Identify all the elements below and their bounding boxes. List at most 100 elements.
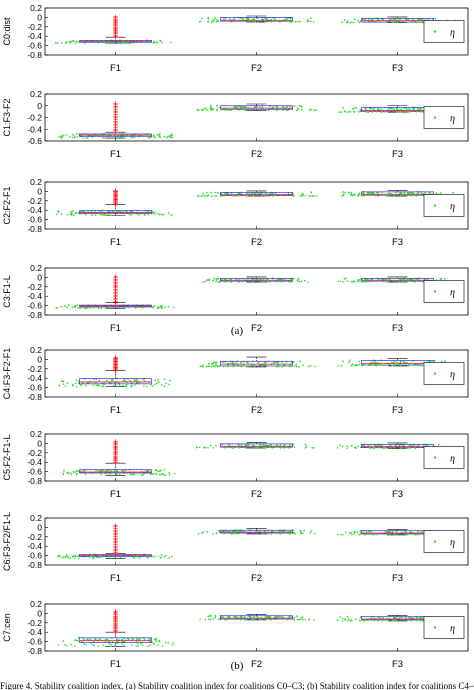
data-point	[63, 469, 65, 472]
data-point	[254, 20, 256, 23]
data-point	[147, 213, 149, 216]
data-point	[147, 645, 149, 647]
data-point	[69, 136, 71, 138]
data-point	[164, 382, 167, 385]
outlier-marker: +	[113, 545, 119, 553]
data-point	[240, 443, 243, 446]
data-point	[207, 447, 209, 449]
data-point	[340, 533, 342, 536]
data-point	[286, 109, 289, 111]
outlier-marker: +	[113, 365, 119, 373]
data-point	[359, 533, 362, 535]
data-point	[280, 278, 283, 281]
data-point	[392, 447, 395, 449]
data-point	[342, 281, 345, 283]
data-point	[314, 365, 317, 368]
data-point	[214, 191, 217, 194]
outlier-marker: +	[113, 193, 119, 201]
data-point	[396, 280, 399, 283]
data-point	[108, 210, 111, 213]
y-tick-label: -0.6	[27, 383, 42, 393]
data-point	[113, 556, 115, 558]
data-point	[400, 447, 403, 450]
data-point	[67, 556, 70, 559]
figure-caption: Figure 4. Stability coalition index. (a)…	[0, 681, 474, 690]
data-point	[196, 195, 199, 197]
data-point	[229, 18, 232, 21]
data-point	[253, 192, 256, 195]
y-tick-label: 0.2	[30, 177, 42, 187]
outlier-marker: +	[113, 449, 119, 457]
outlier-marker: +	[113, 195, 119, 203]
data-point	[374, 444, 377, 447]
y-tick-label: -0.4	[27, 205, 42, 215]
data-point	[401, 110, 403, 113]
outlier-marker: +	[113, 191, 119, 199]
outlier-marker: +	[113, 274, 119, 282]
data-point	[140, 643, 142, 645]
data-point	[230, 21, 233, 23]
data-point	[215, 364, 218, 367]
data-point	[62, 383, 65, 386]
data-point	[60, 305, 63, 308]
data-point	[218, 365, 221, 367]
data-point	[153, 642, 155, 645]
legend-marker	[433, 204, 437, 207]
data-point	[99, 212, 102, 215]
data-point	[390, 361, 393, 364]
data-point	[228, 20, 231, 23]
legend-marker	[433, 372, 437, 375]
outlier-marker: +	[113, 608, 119, 616]
data-point	[276, 280, 279, 283]
data-point	[132, 638, 134, 640]
data-point	[155, 640, 158, 642]
data-point	[58, 554, 60, 557]
data-point	[96, 41, 98, 44]
outlier-marker: +	[113, 280, 119, 288]
data-point	[215, 21, 218, 23]
outlier-marker: +	[113, 525, 119, 533]
data-point	[87, 137, 89, 139]
data-point	[406, 619, 409, 622]
y-tick-label: 0	[37, 608, 42, 618]
legend-marker	[433, 456, 437, 459]
data-point	[214, 614, 217, 617]
data-point	[135, 645, 137, 647]
data-point	[151, 555, 153, 558]
data-point	[297, 277, 300, 280]
data-point	[402, 194, 405, 196]
data-point	[310, 108, 313, 111]
data-point	[398, 280, 401, 283]
data-point	[270, 444, 272, 446]
x-tick-label: F2	[251, 149, 262, 160]
data-point	[207, 194, 210, 197]
data-point	[409, 616, 412, 619]
data-point	[92, 644, 95, 647]
legend: η	[423, 280, 465, 303]
data-point	[57, 644, 60, 646]
data-point	[252, 18, 255, 21]
data-point	[56, 42, 58, 44]
data-point	[410, 195, 413, 197]
outlier-marker: +	[113, 19, 119, 27]
outlier-marker: +	[113, 291, 119, 299]
data-point	[361, 365, 364, 367]
data-point	[308, 618, 310, 621]
data-point	[72, 383, 74, 386]
data-point	[100, 41, 102, 44]
data-point	[92, 384, 94, 387]
data-point	[136, 41, 139, 44]
outlier-marker: +	[113, 547, 119, 555]
data-point	[392, 364, 394, 367]
data-point	[417, 194, 420, 197]
data-point	[227, 365, 230, 368]
data-point	[150, 136, 152, 139]
data-point	[265, 21, 267, 23]
data-point	[202, 364, 205, 367]
data-point	[309, 109, 311, 111]
data-point	[409, 447, 411, 449]
data-point	[163, 378, 166, 381]
data-point	[152, 41, 154, 44]
data-point	[299, 360, 301, 363]
outlier-marker: +	[113, 189, 119, 197]
